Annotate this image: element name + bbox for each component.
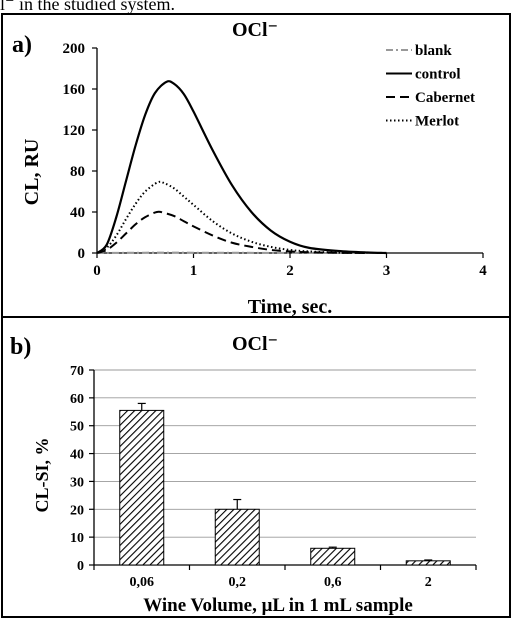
y-tick-label: 0 [77,559,84,574]
series-line-cabernet [96,210,368,254]
legend-label-cabernet: Cabernet [415,90,475,106]
panel-b-label: b) [10,334,31,360]
y-tick-label: 40 [70,205,85,221]
y-tick-label: 80 [70,164,85,180]
y-tick-label: 50 [70,420,84,435]
y-tick-label: 20 [70,503,84,518]
y-tick-label: 70 [70,364,84,379]
y-tick-label: 0 [78,246,86,262]
panel-b-y-axis-label: CL-SI, % [32,437,52,512]
x-tick-label: 0,06 [130,575,155,590]
x-tick-label: 1 [190,263,198,279]
y-tick-label: 60 [70,392,84,407]
x-tick-label: 4 [479,263,487,279]
x-tick-label: 0,6 [324,575,342,590]
figure-caption-fragment: l⁻ in the studied system. [0,0,175,14]
panel-a-x-axis-label: Time, sec. [248,296,333,318]
y-tick-label: 120 [63,123,86,139]
panel-b-frame [1,316,511,618]
bar-2 [405,560,451,566]
series-line-control [96,80,387,255]
x-tick-label: 0 [93,263,101,279]
panel-b-title: OCl⁻ [232,333,278,355]
y-tick-label: 10 [70,531,84,546]
x-tick-label: 3 [383,263,391,279]
legend-label-blank: blank [415,43,452,59]
y-tick-label: 200 [63,41,86,57]
panel-a-plot-area: 0 40 80 120 160 200 0 1 2 3 4 [63,41,488,279]
y-tick-label: 40 [70,448,84,463]
panel-a-legend: blank control Cabernet Merlot [386,43,475,130]
bar-0,6 [310,547,356,566]
bar-0,2 [214,508,260,566]
legend-label-merlot: Merlot [415,114,459,130]
x-tick-label: 2 [286,263,294,279]
panel-b-x-axis-label: Wine Volume, μL in 1 mL sample [143,595,413,616]
y-tick-label: 30 [70,475,84,490]
panel-a-label: a) [12,32,32,58]
bar-0,06 [119,409,165,566]
x-tick-label: 0,2 [229,575,247,590]
x-tick-label: 2 [425,575,432,590]
panel-b-plot-area: 0 10 20 30 40 50 60 70 0,06 0,2 0,6 2 [70,364,477,590]
legend-label-control: control [415,67,461,83]
panel-a-title: OCl⁻ [232,19,278,41]
panel-a-y-axis-label: CL, RU [21,139,43,206]
y-tick-label: 160 [63,82,86,98]
